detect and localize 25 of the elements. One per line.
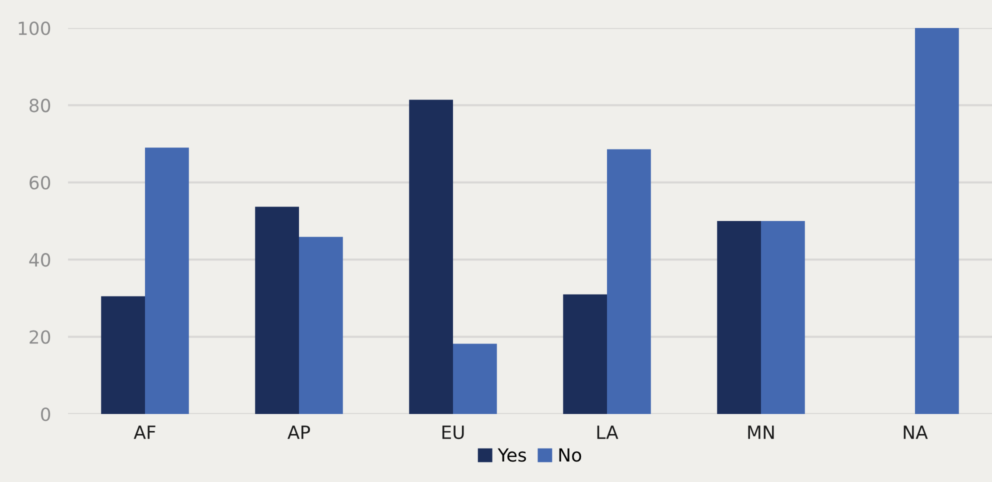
x-tick-label: EU xyxy=(442,426,464,440)
bar xyxy=(145,148,189,414)
y-tick-label: 40 xyxy=(29,253,50,267)
x-tick-label: LA xyxy=(597,426,618,439)
y-tick-label: 100 xyxy=(18,21,50,36)
bar xyxy=(563,294,607,414)
bar xyxy=(915,28,959,414)
bar xyxy=(607,149,651,414)
x-tick-label: MN xyxy=(748,426,774,439)
bar xyxy=(299,236,343,414)
bar xyxy=(409,100,453,414)
x-tick-label: NA xyxy=(904,426,928,439)
y-tick-label: 80 xyxy=(30,98,50,112)
bar xyxy=(761,221,805,414)
y-tick-label: 60 xyxy=(30,176,50,190)
y-tick-label: 20 xyxy=(30,330,50,344)
bar xyxy=(717,221,761,414)
bar xyxy=(101,296,145,414)
x-tick-label: AP xyxy=(288,426,310,439)
y-tick-label: 0 xyxy=(41,407,50,422)
x-tick-label: AF xyxy=(134,426,156,439)
legend-label: Yes xyxy=(498,448,526,462)
legend-label: No xyxy=(559,448,582,462)
bar xyxy=(453,344,497,414)
bar xyxy=(255,206,299,414)
